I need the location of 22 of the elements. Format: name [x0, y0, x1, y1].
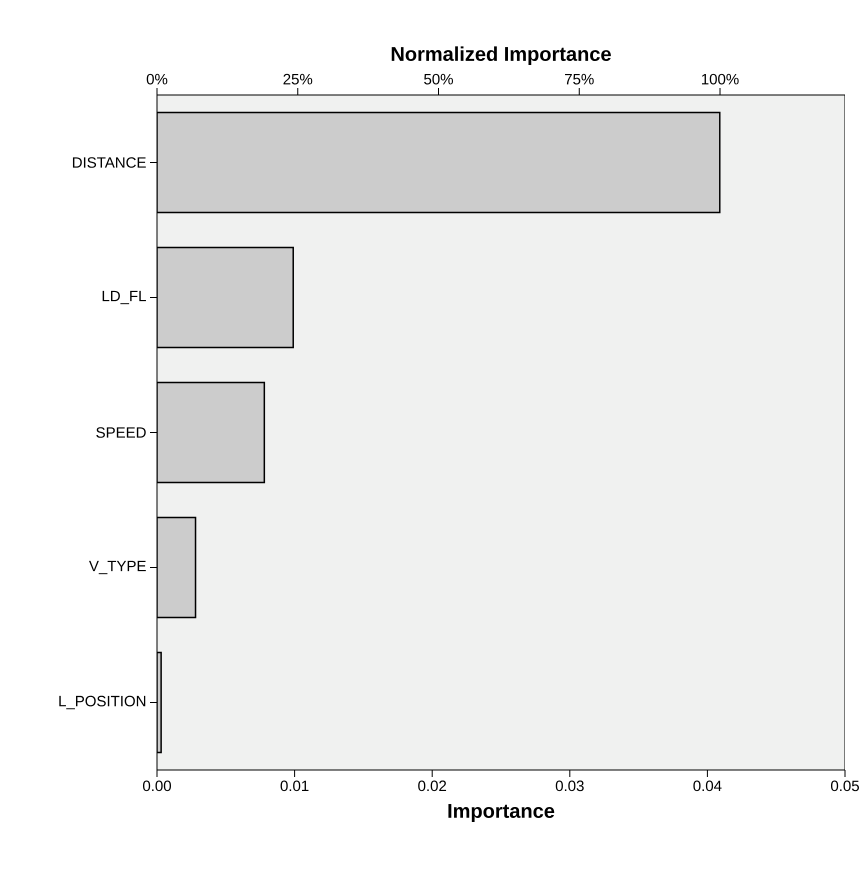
y-tick-label: SPEED — [96, 427, 146, 438]
y-tick-label: L_POSITION — [59, 696, 146, 710]
x-tick-label: 0.05 — [831, 780, 860, 792]
bar — [157, 382, 266, 484]
x2-tick-label: 50% — [424, 74, 454, 84]
x-tick-label: 0.00 — [143, 780, 172, 792]
bar — [157, 246, 294, 348]
bar — [157, 112, 721, 214]
x-tick-label: 0.03 — [556, 780, 584, 792]
x2-tick-label: 0% — [146, 74, 168, 84]
x2-tick-label: 25% — [284, 74, 312, 84]
x2-axis-title: Normalized Importance — [392, 46, 611, 65]
y-tick-label: LD_FL — [102, 290, 146, 304]
y-tick-label: V_TYPE — [89, 560, 146, 574]
y-tick-label: DISTANCE — [72, 157, 146, 168]
x-axis-title: Importance — [448, 804, 554, 822]
x2-tick-label: 100% — [702, 74, 739, 84]
x-tick-label: 0.02 — [418, 780, 446, 792]
bar — [157, 516, 196, 618]
x2-tick-label: 75% — [565, 74, 594, 84]
x-tick-label: 0.01 — [280, 780, 308, 792]
x-tick-label: 0.04 — [693, 780, 722, 792]
